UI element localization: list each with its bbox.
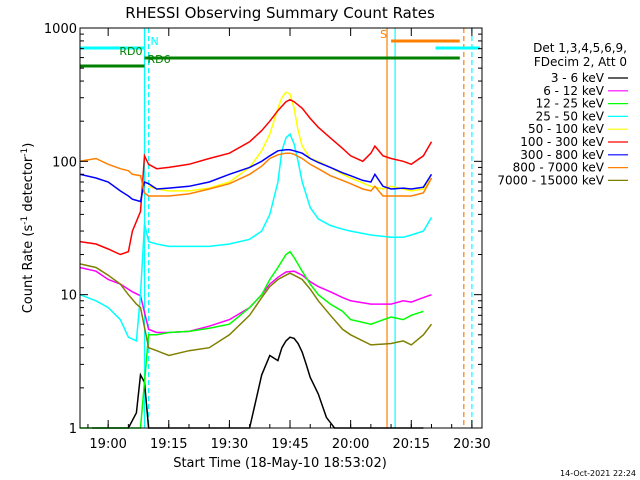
y-tick-label-1: 1 [69,422,77,437]
flag-bars: N S RD0 RD6 [80,28,480,68]
series-line-1 [92,336,424,429]
x-tick-label-4: 19:45 [271,437,308,452]
flag-label-4: RD0 [119,45,142,58]
axes: 19:00 19:15 19:30 19:45 20:00 20:15 20:30 1 10 10… [44,22,491,452]
series-line-8 [79,152,433,197]
legend-label-7: 300 - 800 keV [520,148,604,162]
legend-label-3: 12 - 25 keV [536,97,605,111]
x-tick-label-7: 20:30 [453,437,490,452]
data-layer [79,28,473,429]
legend-label-4: 25 - 50 keV [536,109,605,123]
legend-label-5: 50 - 100 keV [528,122,605,136]
x-axis-label: Start Time (18-May-10 18:53:02) [173,456,387,471]
y-tick-label-2: 10 [60,289,77,304]
y-label-part-1: Count Rate (s [21,225,36,314]
legend: Det 1,3,4,5,6,9, FDecim 2, Att 0 3 - 6 k… [497,41,628,187]
legend-header-1: Det 1,3,4,5,6,9, [533,41,627,55]
flag-label-5: RD6 [148,53,171,66]
legend-label-6: 100 - 300 keV [520,135,604,149]
y-label-part-3: ) [21,143,36,148]
series-line-2 [79,266,432,334]
legend-label-8: 800 - 7000 keV [513,161,605,175]
y-label-sup-1: -1 [20,216,30,225]
series-line-5 [148,91,433,192]
y-tick-label-3: 100 [52,155,77,170]
legend-label-1: 3 - 6 keV [551,71,605,85]
flag-label-3: S [380,28,387,41]
series-line-9 [79,263,433,357]
chart-title: RHESSI Observing Summary Count Rates [125,4,435,22]
y-axis-label: Count Rate (s-1 detector-1) [20,143,36,314]
x-tick-label-5: 20:00 [332,437,369,452]
footer-timestamp: 14-Oct-2021 22:24 [560,469,636,478]
y-label-sup-2: -1 [20,148,30,157]
flag-label-1: N [151,35,159,48]
series-line-4 [79,132,433,343]
x-tick-label-6: 20:15 [393,437,430,452]
series-line-3 [79,250,424,429]
x-tick-label-2: 19:15 [150,437,187,452]
x-tick-label-3: 19:30 [211,437,248,452]
x-tick-label-1: 19:00 [89,437,126,452]
legend-header-2: FDecim 2, Att 0 [534,55,627,69]
y-tick-label-4: 1000 [44,22,77,37]
y-label-part-2: detector [21,156,36,216]
series-line-7 [79,149,433,203]
series-line-6 [79,98,433,256]
legend-label-9: 7000 - 15000 keV [497,173,604,187]
plot-frame [79,27,483,429]
legend-label-2: 6 - 12 keV [543,84,605,98]
